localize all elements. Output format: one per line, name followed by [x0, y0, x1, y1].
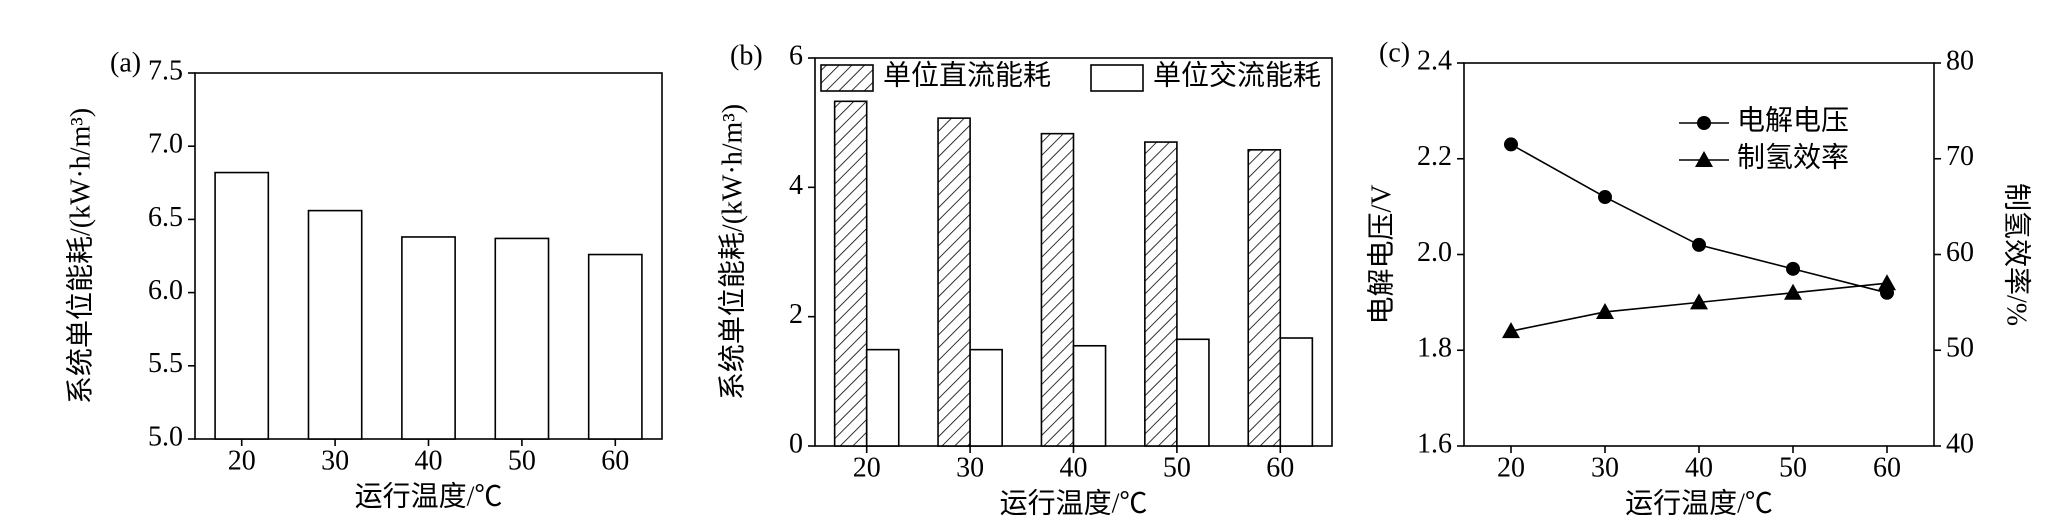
- bar: [307, 209, 363, 440]
- x-tick-label: 30: [321, 445, 349, 476]
- y2-tick-label: 80: [1946, 45, 1974, 76]
- x-tick-label: 40: [1060, 452, 1088, 483]
- y-tick-label: 6: [789, 40, 803, 71]
- bar: [1144, 141, 1178, 447]
- bar: [1072, 344, 1107, 447]
- y-tick-label: 7.5: [148, 55, 183, 86]
- bar: [401, 236, 456, 440]
- bar: [494, 237, 550, 440]
- y-tick-label: 1.6: [1417, 428, 1452, 459]
- bar: [833, 100, 868, 447]
- legend-swatch: [1090, 64, 1144, 92]
- panel: (b) 0 2 4 6 20 30 40 50 60 运行温度/℃ 系统单位能耗/(kW·h/m³) 单…: [716, 40, 1333, 519]
- bar: [1279, 337, 1314, 447]
- y-axis-label: 电解电压/V: [1365, 184, 1397, 324]
- y2-tick-label: 60: [1946, 237, 1974, 268]
- x-axis-label: 运行温度/℃: [1625, 487, 1773, 519]
- bar: [1176, 338, 1210, 447]
- legend-swatch: [820, 64, 874, 92]
- panel-label: (a): [110, 47, 141, 78]
- marker: [1784, 283, 1802, 300]
- y-tick-label: 2.2: [1417, 141, 1452, 172]
- x-tick-label: 40: [415, 445, 443, 476]
- x-tick-label: 60: [1266, 452, 1294, 483]
- marker: [1502, 322, 1520, 339]
- bar: [1040, 132, 1075, 447]
- bar: [937, 117, 971, 447]
- x-tick-label: 20: [228, 445, 256, 476]
- x-tick-label: 50: [1779, 452, 1807, 483]
- y2-tick-label: 50: [1946, 333, 1974, 364]
- y-tick-label: 0: [789, 428, 803, 459]
- y-tick-label: 6.5: [148, 202, 183, 233]
- bar: [865, 348, 900, 447]
- x-tick-label: 40: [1685, 452, 1713, 483]
- x-axis-label: 运行温度/℃: [355, 480, 503, 512]
- x-tick-label: 50: [508, 445, 536, 476]
- marker: [1878, 274, 1896, 291]
- legend-marker: [1697, 116, 1711, 130]
- marker: [1690, 293, 1708, 310]
- legend-label: 单位直流能耗: [883, 59, 1051, 91]
- y-tick-label: 1.8: [1417, 333, 1452, 364]
- x-tick-label: 30: [1591, 452, 1619, 483]
- y-tick-label: 2.0: [1417, 237, 1452, 268]
- legend-label: 单位交流能耗: [1153, 59, 1321, 91]
- y-tick-label: 5.0: [148, 421, 183, 452]
- y-tick-label: 4: [789, 170, 803, 201]
- y-tick-label: 2: [789, 299, 803, 330]
- y2-tick-label: 70: [1946, 141, 1974, 172]
- x-tick-label: 60: [1873, 452, 1901, 483]
- x-axis-label: 运行温度/℃: [1000, 487, 1148, 519]
- marker: [1598, 190, 1612, 205]
- bar: [587, 253, 643, 440]
- bar: [1247, 149, 1282, 447]
- legend-label: 电解电压: [1737, 104, 1849, 136]
- panel: (a) 5.0 5.5 6.0 6.5 7.0 7.5 20 30 40 50 60 运行温度/℃ 系统单…: [64, 47, 663, 512]
- x-tick-label: 50: [1163, 452, 1191, 483]
- y2-tick-label: 40: [1946, 428, 1974, 459]
- panel: (c) 1.6 1.8 2.0 2.2 2.4 40 50 60 70 80 20 30 40 50 60 运行…: [1365, 37, 2032, 519]
- x-tick-label: 20: [1497, 452, 1525, 483]
- y-axis-label: 系统单位能耗/(kW·h/m³): [716, 104, 748, 400]
- y2-axis-label: 制氢效率/%: [2001, 183, 2033, 326]
- legend-label: 制氢效率: [1737, 141, 1849, 173]
- marker: [1596, 302, 1614, 319]
- bar: [214, 171, 270, 440]
- panel-label: (c): [1379, 37, 1410, 68]
- x-tick-label: 30: [956, 452, 984, 483]
- y-tick-label: 5.5: [148, 348, 183, 379]
- y-tick-label: 2.4: [1417, 45, 1452, 76]
- marker: [1692, 237, 1706, 252]
- marker: [1786, 261, 1800, 276]
- bar: [969, 348, 1003, 447]
- y-tick-label: 6.0: [148, 275, 183, 306]
- x-tick-label: 60: [601, 445, 629, 476]
- x-tick-label: 20: [853, 452, 881, 483]
- panel-label: (b): [730, 40, 763, 71]
- y-axis-label: 系统单位能耗/(kW·h/m³): [64, 108, 96, 404]
- marker: [1504, 137, 1518, 152]
- y-tick-label: 7.0: [148, 129, 183, 160]
- legend-marker: [1695, 151, 1713, 167]
